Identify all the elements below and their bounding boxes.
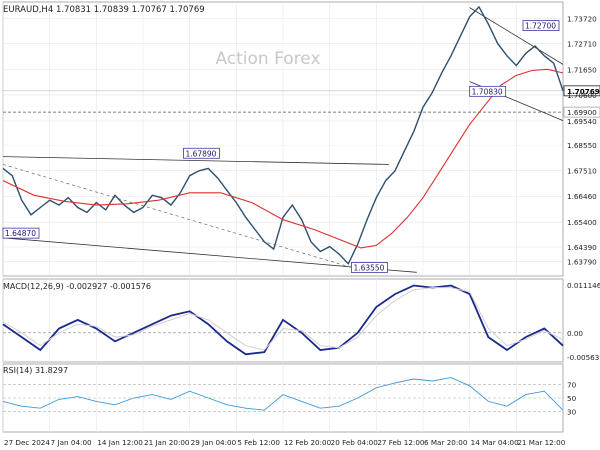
macd-tick-label: -0.005639	[567, 353, 600, 362]
price-tick-label: 1.70600	[567, 91, 597, 100]
price-tick-label: 1.67510	[567, 167, 597, 176]
rsi-line	[2, 377, 564, 411]
x-tick-label: 7 Jan 04:00	[51, 438, 92, 447]
x-tick-label: 14 Jan 12:00	[97, 438, 143, 447]
x-tick-label: 14 Mar 04:00	[471, 438, 519, 447]
price-tick-label: 1.72710	[567, 39, 597, 48]
rsi-label: RSI(14) 31.8297	[3, 366, 68, 375]
price-annotation-box	[522, 20, 560, 31]
lower-trendline	[2, 237, 417, 273]
rsi-panel	[2, 377, 564, 412]
horizontal-level-label: 1.69900	[567, 108, 597, 117]
price-panel: 1.699001.707691.741701.727001.708301.678…	[2, 5, 600, 273]
x-tick-label: 29 Jan 04:00	[191, 438, 237, 447]
current-price-box	[563, 85, 600, 97]
price-tick-label: 1.66460	[567, 192, 597, 201]
macd-label: MACD(12,26,9) -0.002927 -0.001576	[3, 282, 151, 291]
x-tick-label: 12 Feb 20:00	[284, 438, 332, 447]
signal-line	[2, 287, 564, 351]
dashed-trendline	[2, 164, 352, 268]
x-tick-label: 21 Mar 12:00	[517, 438, 565, 447]
macd-tick-label: 0.00	[567, 329, 583, 338]
price-tick-label: 1.63790	[567, 258, 597, 267]
axes: 27 Dec 2024 7 Jan 04:00 14 Jan 12:00 21 Jan…	[4, 15, 600, 447]
price-tick-label: 1.73720	[567, 15, 597, 24]
rsi-tick-label: 50	[567, 394, 577, 403]
macd-line	[2, 284, 564, 356]
macd-tick-label: 0.011146	[567, 281, 600, 290]
price-tick-label: 1.68550	[567, 141, 597, 150]
current-price-label: 1.70769	[567, 87, 600, 96]
x-tick-label: 27 Feb 12:00	[377, 438, 425, 447]
x-tick-label: 21 Jan 20:00	[144, 438, 190, 447]
x-tick-label: 6 Mar 20:00	[424, 438, 468, 447]
price-tick-label: 1.71650	[567, 65, 597, 74]
watermark: Action Forex	[215, 49, 320, 69]
x-tick-label: 5 Feb 12:00	[237, 438, 280, 447]
price-series-line	[2, 5, 564, 266]
price-annotation-label: 1.64870	[5, 229, 36, 238]
price-annotation-box	[351, 262, 388, 273]
price-annotation-label: 1.72700	[525, 22, 556, 31]
price-tick-label: 1.64390	[567, 243, 597, 252]
horizontal-level-box	[563, 106, 600, 118]
price-annotation-label: 1.70830	[472, 87, 503, 96]
price-tick-label: 1.65400	[567, 218, 597, 227]
price-annotation-box	[469, 85, 507, 97]
x-tick-label: 27 Dec 2024	[4, 438, 50, 447]
rsi-tick-label: 30	[567, 408, 577, 417]
price-annotation-box	[2, 227, 40, 239]
x-tick-label: 20 Feb 04:00	[331, 438, 379, 447]
price-annotation-label: 1.67890	[185, 149, 216, 158]
price-tick-label: 1.69540	[567, 117, 597, 126]
symbol-header: EURAUD,H4 1.70831 1.70839 1.70767 1.7076…	[3, 5, 205, 15]
rsi-tick-label: 70	[567, 380, 577, 389]
price-annotation-label: 1.63550	[353, 263, 384, 272]
macd-panel	[2, 284, 564, 356]
upper-trendline	[2, 156, 389, 165]
price-annotation-box	[183, 147, 220, 159]
